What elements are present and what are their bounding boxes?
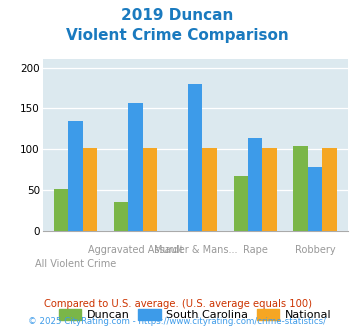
- Text: Murder & Mans...: Murder & Mans...: [153, 245, 237, 255]
- Bar: [143, 148, 157, 231]
- Bar: [234, 176, 248, 231]
- Text: Aggravated Assault: Aggravated Assault: [88, 245, 183, 255]
- Text: © 2025 CityRating.com - https://www.cityrating.com/crime-statistics/: © 2025 CityRating.com - https://www.city…: [28, 317, 327, 326]
- Bar: [262, 148, 277, 231]
- Bar: [248, 138, 262, 231]
- Bar: [114, 202, 128, 231]
- Bar: [54, 188, 69, 231]
- Text: Rape: Rape: [243, 245, 268, 255]
- Text: Violent Crime Comparison: Violent Crime Comparison: [66, 28, 289, 43]
- Bar: [308, 167, 322, 231]
- Bar: [128, 103, 143, 231]
- Bar: [83, 148, 97, 231]
- Text: Compared to U.S. average. (U.S. average equals 100): Compared to U.S. average. (U.S. average …: [44, 299, 311, 309]
- Bar: [188, 84, 202, 231]
- Legend: Duncan, South Carolina, National: Duncan, South Carolina, National: [59, 309, 332, 320]
- Bar: [322, 148, 337, 231]
- Text: 2019 Duncan: 2019 Duncan: [121, 8, 234, 23]
- Bar: [69, 121, 83, 231]
- Text: All Violent Crime: All Violent Crime: [35, 259, 116, 269]
- Text: Robbery: Robbery: [295, 245, 335, 255]
- Bar: [294, 146, 308, 231]
- Bar: [202, 148, 217, 231]
